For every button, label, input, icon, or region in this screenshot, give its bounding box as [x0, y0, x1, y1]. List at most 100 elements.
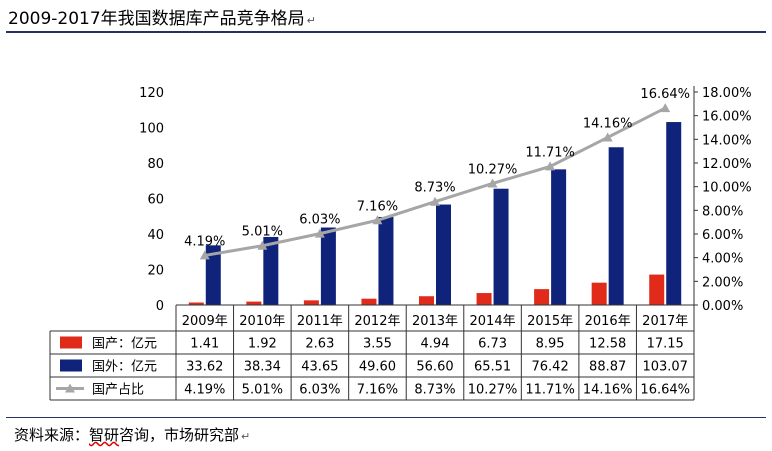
y-right-tick-label: 10.00%	[702, 181, 752, 196]
y-right-tick-label: 0.00%	[702, 299, 743, 314]
table-cell-value: 33.62	[186, 360, 223, 375]
share-data-label: 4.19%	[184, 234, 225, 249]
legend-key-foreign	[60, 359, 82, 372]
share-point-marker	[487, 178, 498, 188]
paragraph-mark-icon: ↵	[241, 430, 251, 443]
bar-domestic	[246, 301, 262, 305]
y-right-tick-label: 12.00%	[702, 157, 752, 172]
table-cell-value: 4.19%	[184, 383, 225, 398]
y-right-tick-label: 2.00%	[702, 275, 743, 290]
table-cell-value: 10.27%	[468, 383, 518, 398]
legend-key-domestic	[60, 336, 82, 349]
table-cell-value: 3.55	[363, 337, 392, 352]
share-point-marker	[545, 161, 556, 171]
y-right-tick-label: 4.00%	[702, 252, 743, 267]
bar-domestic	[419, 296, 434, 305]
share-data-label: 8.73%	[414, 181, 455, 196]
bar-foreign	[378, 216, 394, 305]
share-point-marker	[430, 196, 440, 206]
bar-foreign	[263, 236, 279, 305]
bar-foreign	[320, 227, 336, 305]
table-cell-value: 7.16%	[357, 383, 398, 398]
source-note: 资料来源：智研咨询，市场研究部 ↵	[14, 426, 251, 444]
bar-domestic	[534, 289, 550, 305]
table-cell-value: 1.41	[190, 337, 219, 352]
table-cell-value: 14.16%	[583, 383, 633, 398]
share-data-label: 5.01%	[242, 225, 283, 240]
bar-foreign	[551, 169, 567, 305]
table-cell-value: 17.15	[647, 337, 684, 352]
y-left-tick-label: 40	[147, 228, 164, 243]
table-cell-value: 4.94	[421, 337, 450, 352]
table-cell-value: 6.03%	[299, 383, 340, 398]
y-left-tick-label: 60	[147, 193, 164, 208]
share-data-label: 14.16%	[583, 116, 633, 131]
y-left-tick-label: 20	[147, 264, 164, 279]
x-tick-label: 2014年	[470, 314, 516, 329]
bar-domestic	[361, 298, 377, 305]
share-data-label: 11.71%	[525, 145, 575, 160]
y-right-tick-label: 18.00%	[702, 86, 752, 101]
table-cell-value: 49.60	[359, 360, 396, 375]
table-cell-value: 103.07	[642, 360, 688, 375]
y-left-tick-label: 100	[139, 122, 164, 137]
y-left-tick-label: 0	[156, 299, 164, 314]
share-point-marker	[602, 132, 613, 142]
table-cell-value: 56.60	[416, 360, 453, 375]
bar-domestic	[591, 282, 607, 305]
table-cell-value: 88.87	[589, 360, 626, 375]
share-point-marker	[372, 215, 383, 225]
paragraph-mark-icon: ↵	[306, 14, 316, 27]
table-cell-value: 11.71%	[525, 383, 575, 398]
y-right-tick-label: 16.00%	[702, 110, 752, 125]
table-cell-value: 5.01%	[242, 383, 283, 398]
share-data-label: 10.27%	[468, 162, 518, 177]
bar-foreign	[493, 188, 509, 305]
bar-domestic	[476, 293, 492, 305]
page-title: 2009-2017年我国数据库产品竞争格局 ↵	[8, 9, 316, 29]
share-point-marker	[314, 228, 325, 238]
table-cell-value: 8.73%	[414, 383, 455, 398]
title-divider	[6, 31, 766, 33]
share-data-label: 7.16%	[357, 199, 398, 214]
share-point-marker	[660, 103, 671, 113]
y-right-tick-label: 6.00%	[702, 228, 743, 243]
y-left-tick-label: 80	[147, 157, 164, 172]
table-cell-value: 38.34	[244, 360, 281, 375]
share-data-label: 6.03%	[299, 213, 340, 228]
table-cell-value: 65.51	[474, 360, 511, 375]
y-right-tick-label: 8.00%	[702, 204, 743, 219]
table-cell-value: 1.92	[248, 337, 277, 352]
legend-label: 国产占比	[92, 383, 144, 398]
legend-label: 国产：亿元	[92, 337, 157, 352]
y-left-tick-label: 120	[139, 86, 164, 101]
table-cell-value: 6.73	[478, 337, 507, 352]
table-cell-value: 76.42	[532, 360, 569, 375]
table-cell-value: 16.64%	[640, 383, 690, 398]
x-tick-label: 2009年	[182, 314, 228, 329]
share-data-label: 16.64%	[640, 87, 690, 102]
x-tick-label: 2011年	[297, 314, 343, 329]
share-point-marker	[199, 250, 210, 260]
table-cell-value: 43.65	[301, 360, 338, 375]
bar-domestic	[649, 274, 665, 305]
x-tick-label: 2015年	[527, 314, 573, 329]
legend-label: 国外：亿元	[92, 360, 157, 375]
x-tick-label: 2010年	[239, 314, 285, 329]
table-cell-value: 2.63	[305, 337, 334, 352]
x-tick-label: 2013年	[412, 314, 458, 329]
legend-key-share-marker	[65, 383, 75, 393]
table-cell-value: 8.95	[536, 337, 565, 352]
source-divider	[6, 417, 766, 418]
bar-foreign	[608, 147, 624, 305]
bar-foreign	[666, 122, 682, 305]
chart: 0 20 40 60 80 100 120 0.00% 2.00% 4.00% 6.00% 8.00%…	[49, 86, 752, 401]
x-tick-label: 2016年	[585, 314, 631, 329]
bar-domestic	[188, 302, 204, 305]
bar-foreign	[436, 204, 451, 305]
bar-foreign	[205, 245, 221, 305]
share-point-marker	[257, 240, 268, 250]
x-tick-label: 2017年	[642, 314, 688, 329]
table-cell-value: 12.58	[589, 337, 626, 352]
y-right-tick-label: 14.00%	[702, 133, 752, 148]
